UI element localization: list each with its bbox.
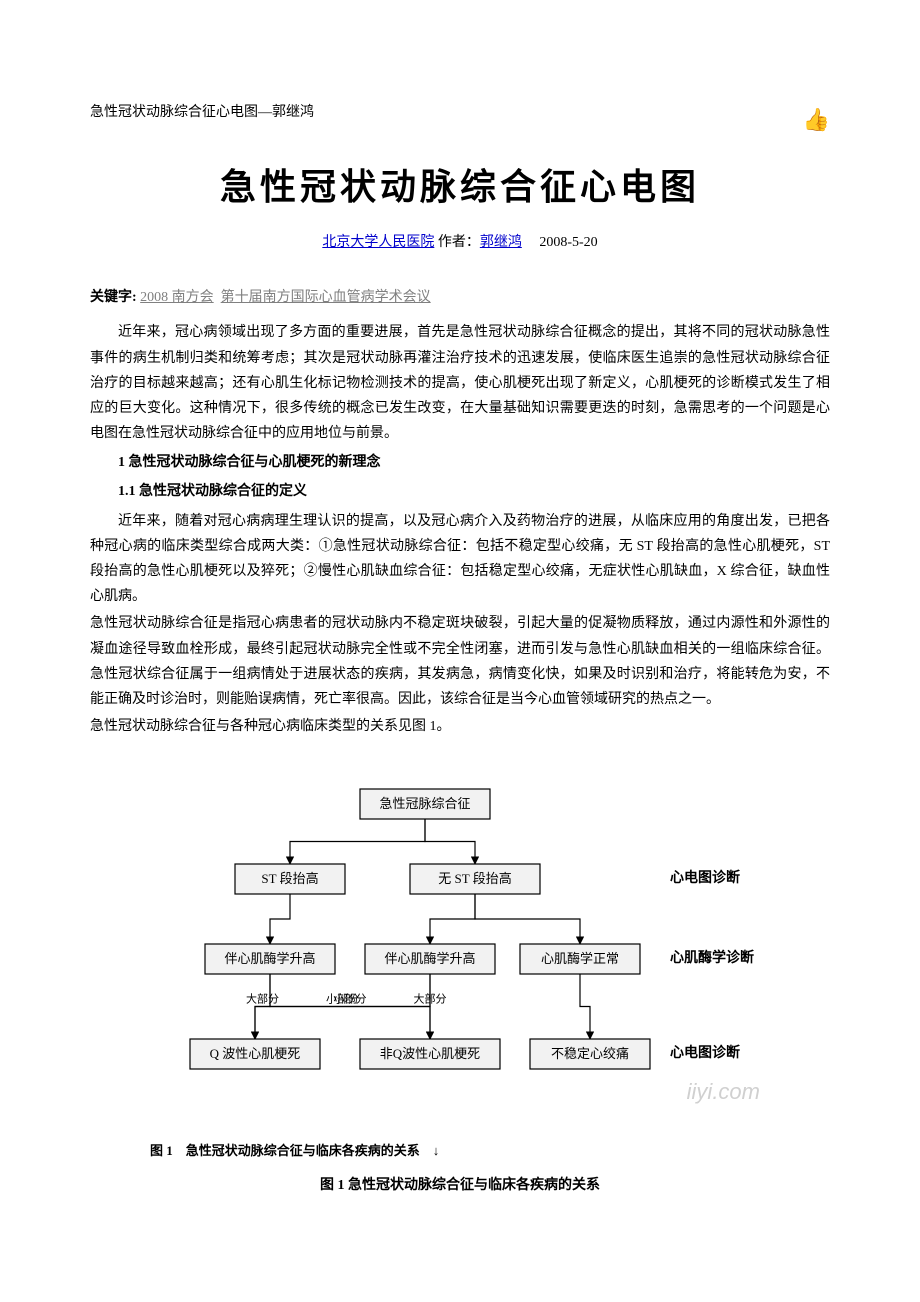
intro-paragraph: 近年来，冠心病领域出现了多方面的重要进展，首先是急性冠状动脉综合征概念的提出，其…: [90, 320, 830, 446]
flowchart-node-label: 不稳定心绞痛: [551, 1046, 629, 1061]
keyword-link-2[interactable]: 第十届南方国际心血管病学术会议: [221, 290, 431, 305]
flowchart-node-label: Q 波性心肌梗死: [210, 1046, 301, 1061]
flowchart-node-label: 无 ST 段抬高: [438, 871, 511, 886]
flowchart-row-label: 心肌酶学诊断: [670, 950, 754, 967]
page-title: 急性冠状动脉综合征心电图: [90, 155, 830, 220]
byline-date: 2008-5-20: [539, 235, 597, 250]
keyword-link-1[interactable]: 2008 南方会: [140, 290, 214, 305]
affiliation-link[interactable]: 北京大学人民医院: [322, 235, 434, 250]
author-prefix: 作者：: [434, 235, 480, 250]
flowchart-node-label: 非Q波性心肌梗死: [380, 1046, 480, 1061]
flowchart-node-label: ST 段抬高: [261, 871, 318, 886]
para-1-1a: 近年来，随着对冠心病病理生理认识的提高，以及冠心病介入及药物治疗的进展，从临床应…: [90, 509, 830, 610]
doc-header: 急性冠状动脉综合征心电图—郭继鸿: [90, 100, 830, 125]
flowchart-edge: [255, 974, 430, 1039]
flowchart-edge: [580, 974, 590, 1039]
flowchart-row-label: 心电图诊断: [670, 870, 740, 887]
thumb-icon: 👍: [803, 100, 830, 140]
flowchart-edge: [290, 819, 425, 864]
author-link[interactable]: 郭继鸿: [480, 235, 522, 250]
heading-1: 1 急性冠状动脉综合征与心肌梗死的新理念: [90, 450, 830, 475]
flowchart-node-label: 伴心肌酶学升高: [384, 951, 475, 966]
heading-1-1: 1.1 急性冠状动脉综合征的定义: [90, 479, 830, 504]
flowchart-node-label: 心肌酶学正常: [541, 951, 619, 966]
flowchart-edge: [475, 894, 580, 944]
flowchart-edge: [270, 894, 290, 944]
flowchart-edge-label: 小部分: [326, 992, 359, 1006]
flowchart-node-label: 急性冠脉综合征: [379, 796, 470, 811]
flowchart-edge: [425, 819, 475, 864]
para-1-1b: 急性冠状动脉综合征是指冠心病患者的冠状动脉内不稳定斑块破裂，引起大量的促凝物质释…: [90, 611, 830, 712]
flowchart-edge-label: 大部分: [246, 992, 279, 1006]
figure-caption: 图 1 急性冠状动脉综合征与临床各疾病的关系: [90, 1173, 830, 1198]
byline: 北京大学人民医院 作者：郭继鸿 2008-5-20: [90, 230, 830, 255]
keywords: 关键字: 2008 南方会 第十届南方国际心血管病学术会议: [90, 285, 830, 310]
watermark: iiyi.com: [687, 1079, 760, 1104]
flowchart-edge: [430, 894, 475, 944]
flowchart-figure: 大部分小部分大部分小部分 急性冠脉综合征ST 段抬高无 ST 段抬高伴心肌酶学升…: [140, 769, 780, 1129]
para-1-1c: 急性冠状动脉综合征与各种冠心病临床类型的关系见图 1。: [90, 714, 830, 739]
flowchart-row-label: 心电图诊断: [670, 1045, 740, 1062]
flowchart-node-label: 伴心肌酶学升高: [224, 951, 315, 966]
keywords-label: 关键字:: [90, 290, 140, 305]
figure-caption-embedded: 图 1 急性冠状动脉综合征与临床各疾病的关系 ↓: [150, 1139, 830, 1162]
